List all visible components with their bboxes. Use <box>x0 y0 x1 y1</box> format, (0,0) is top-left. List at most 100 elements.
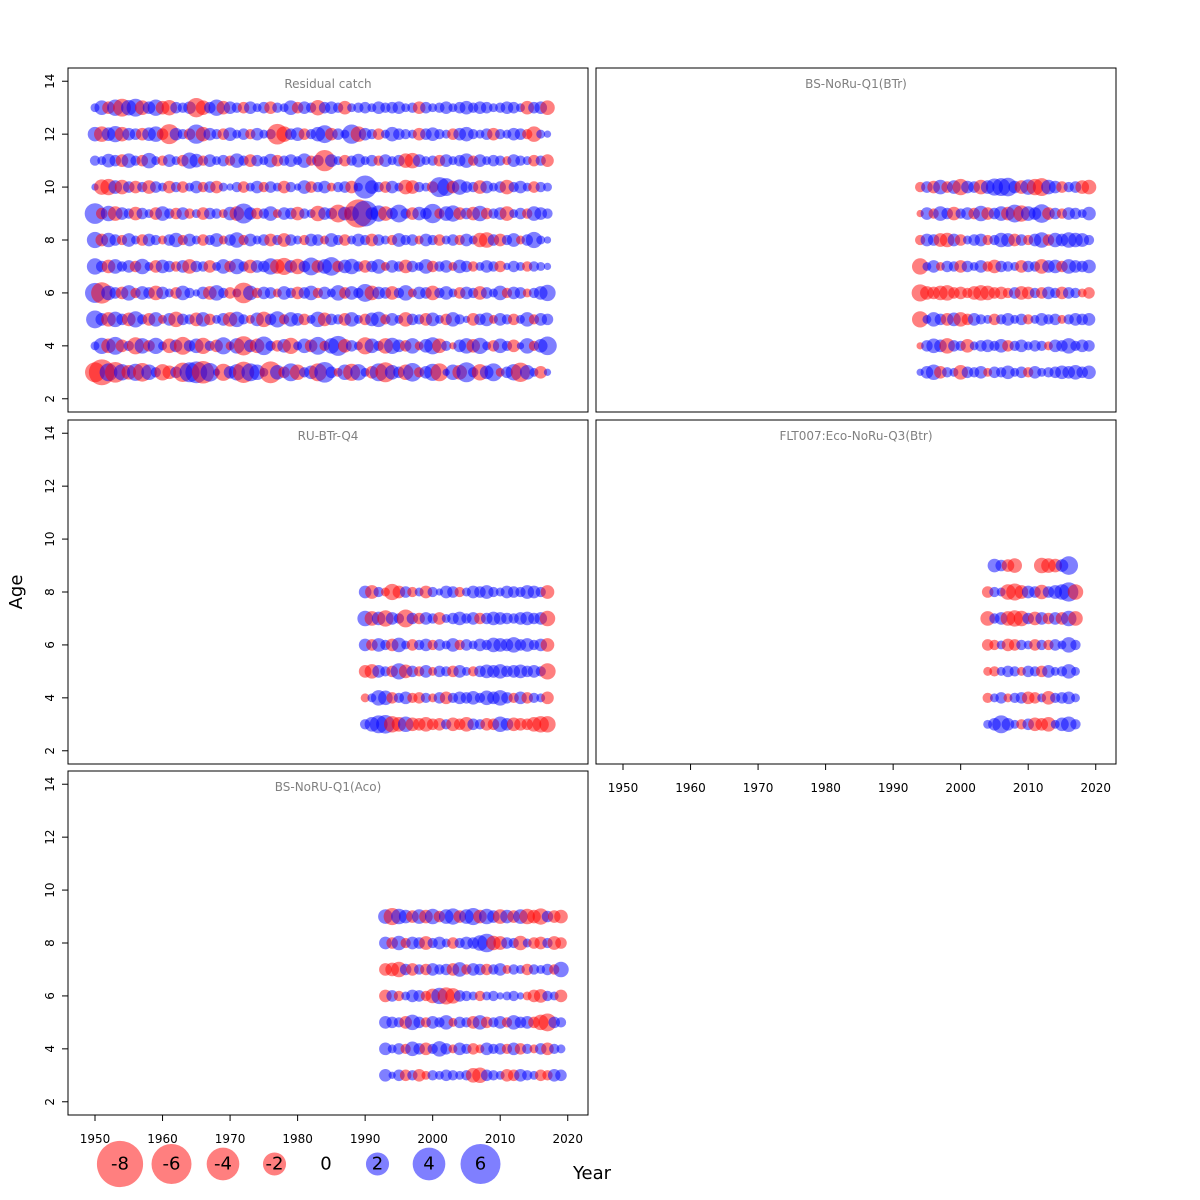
panel-4: FLT007:Eco-NoRu-Q3(Btr) 1950 1960 1970 1980 1… <box>595 419 1117 795</box>
residual-bubble <box>350 364 367 381</box>
legend-bubble <box>460 1144 501 1184</box>
residual-bubble <box>223 127 237 141</box>
residual-bubble <box>345 340 358 352</box>
residual-bubble <box>1001 313 1015 326</box>
residual-bubble <box>508 990 519 1002</box>
x-tick-label: 2020 <box>1080 781 1111 795</box>
residual-bubble <box>211 208 222 219</box>
residual-bubble <box>554 909 568 924</box>
y-tick-label: 14 <box>43 777 57 792</box>
residual-bubble <box>1082 365 1096 380</box>
residual-bubble <box>1067 584 1084 600</box>
residual-bubble <box>121 233 136 247</box>
residual-bubble <box>372 234 385 246</box>
residual-bubble <box>177 181 189 193</box>
residual-bubble <box>516 992 525 1000</box>
residual-bubble <box>494 260 506 273</box>
residual-bubble <box>1041 717 1056 732</box>
legend-item: -6 <box>151 1144 192 1184</box>
residual-bubble <box>507 260 520 273</box>
residual-bubble <box>468 128 479 140</box>
residual-bubble <box>433 612 446 625</box>
residual-bubble <box>423 203 443 224</box>
residual-bubble <box>543 130 552 138</box>
residual-bubble <box>339 234 351 246</box>
legend-item: -8 <box>96 1140 144 1188</box>
residual-bubble <box>1071 693 1080 703</box>
y-tick-label: 4 <box>43 694 57 702</box>
residual-bubble <box>1015 339 1028 353</box>
residual-bubble <box>238 314 249 325</box>
residual-bubble <box>1028 365 1042 379</box>
panel-1: Residual catch 2 4 6 8 10 12 14 <box>43 67 589 413</box>
y-tick-label: 8 <box>43 588 57 596</box>
residual-bubble <box>471 337 489 355</box>
residual-bubble <box>555 1017 567 1028</box>
residual-bubble <box>162 154 176 167</box>
residual-bubble <box>89 155 101 166</box>
legend-label: -4 <box>214 1154 232 1175</box>
residual-bubble <box>989 666 1000 677</box>
legend-item: 2 <box>365 1152 390 1176</box>
residual-bubble <box>540 638 555 652</box>
residual-bubble <box>495 155 506 166</box>
y-tick-label: 14 <box>43 74 57 89</box>
residual-bubble <box>473 154 487 167</box>
legend-label: -2 <box>266 1154 284 1175</box>
residual-bubble <box>506 233 521 247</box>
x-tick-label: 1960 <box>675 781 706 795</box>
residual-bubble <box>960 339 975 353</box>
residual-bubble <box>433 234 446 246</box>
residual-bubble <box>528 261 540 272</box>
residual-bubble <box>488 1070 499 1081</box>
residual-bubble <box>209 233 224 247</box>
residual-bubble <box>312 234 324 246</box>
panel-frame <box>595 419 1117 765</box>
residual-bubble <box>385 313 399 326</box>
residual-bubble <box>539 663 556 680</box>
residual-bubble <box>1070 639 1081 651</box>
residual-bubble <box>433 639 446 651</box>
panel-title: Residual catch <box>284 77 371 91</box>
legend-bubble <box>206 1147 240 1181</box>
residual-bubble <box>460 639 473 651</box>
residual-bubble <box>318 180 331 194</box>
legend-label: 0 <box>320 1154 331 1175</box>
residual-bubble <box>136 207 149 220</box>
residual-bubble <box>338 100 352 115</box>
residual-bubble <box>553 961 569 978</box>
residual-bubble <box>1081 179 1097 195</box>
residual-bubble <box>541 154 554 167</box>
residual-bubble <box>218 182 228 192</box>
residual-bubble <box>379 154 392 167</box>
residual-bubble <box>1082 206 1096 221</box>
residual-bubble <box>1070 287 1081 299</box>
residual-bubble <box>156 286 169 300</box>
x-tick-label: 2010 <box>1013 781 1044 795</box>
residual-bubble <box>425 312 440 327</box>
x-tick-label: 1980 <box>810 781 841 795</box>
panel-frame <box>595 67 1117 413</box>
residual-bubble <box>534 365 548 379</box>
residual-bubble <box>513 935 528 951</box>
residual-bubble <box>542 990 553 1002</box>
bubble-group <box>911 177 1097 381</box>
residual-bubble <box>203 154 217 167</box>
y-tick-label: 2 <box>43 1098 57 1106</box>
residual-bubble <box>299 208 310 219</box>
residual-bubble <box>454 314 465 325</box>
y-tick-label: 4 <box>43 342 57 350</box>
x-tick-label: 1950 <box>608 781 639 795</box>
x-axis-title: Year <box>572 1163 612 1184</box>
residual-bubble <box>427 1070 438 1081</box>
residual-bubble <box>480 101 493 114</box>
residual-bubble <box>539 284 556 302</box>
residual-bubble <box>352 200 379 227</box>
residual-bubble <box>204 313 216 326</box>
residual-bubble <box>406 260 419 273</box>
residual-bubble <box>373 586 384 598</box>
x-tick-label: 2010 <box>485 1132 516 1146</box>
x-tick-label: 1970 <box>215 1132 246 1146</box>
residual-bubble <box>975 314 987 325</box>
